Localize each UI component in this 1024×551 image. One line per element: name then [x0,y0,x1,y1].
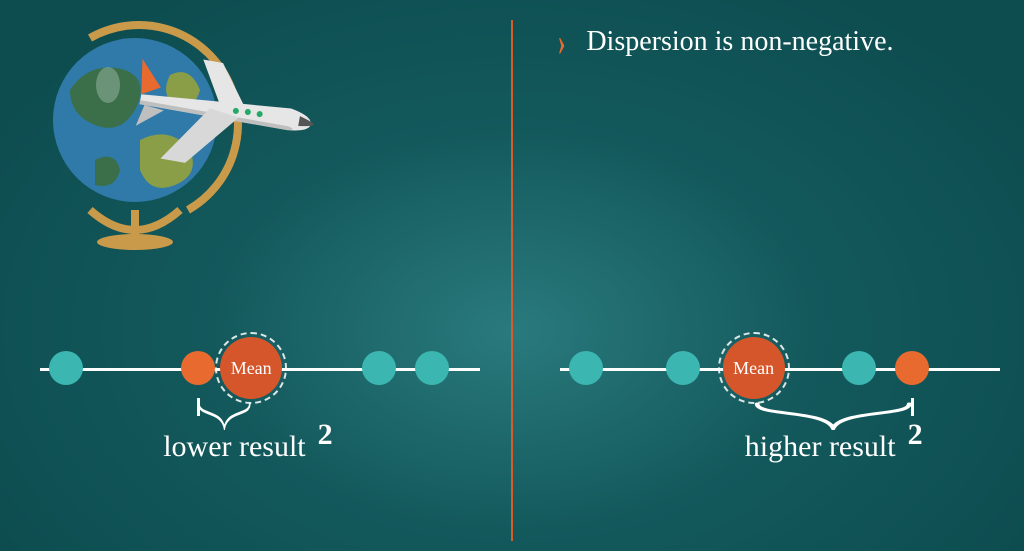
right-label-row: higher result 2 [745,430,923,464]
left-dot-0 [49,351,83,385]
right-panel: Mean higher result 2 [560,340,1000,520]
globe-airplane-illustration [40,10,340,260]
right-dot-2 [842,351,876,385]
right-dot-1 [666,351,700,385]
right-brace [754,402,912,430]
left-brace [198,402,251,430]
left-label-text: lower result [163,430,305,464]
left-dot-2 [362,351,396,385]
left-mean-label: Mean [231,358,272,379]
title-row: › Dispersion is non-negative. [555,22,894,62]
left-mean-dot: Mean [220,337,282,399]
left-panel: Mean lower result 2 [40,340,480,520]
left-label-row: lower result 2 [163,430,332,464]
globe-icon [53,38,217,202]
left-exponent: 2 [318,418,333,452]
right-dot-3 [895,351,929,385]
left-dot-3 [415,351,449,385]
right-mean-dot: Mean [723,337,785,399]
right-mean-label: Mean [733,358,774,379]
center-divider [511,20,513,541]
title-text: Dispersion is non-negative. [586,26,893,58]
right-dot-0 [569,351,603,385]
chevron-icon: › [558,22,566,62]
right-exponent: 2 [908,418,923,452]
right-numberline: Mean [560,340,1000,400]
left-numberline: Mean [40,340,480,400]
right-label-text: higher result [745,430,896,464]
left-dot-1 [181,351,215,385]
